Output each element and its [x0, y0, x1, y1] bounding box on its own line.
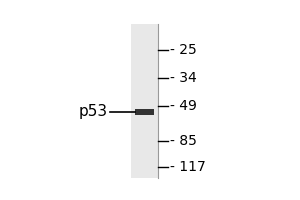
Text: - 85: - 85 [170, 134, 197, 148]
Text: - 117: - 117 [170, 160, 206, 174]
Text: - 25: - 25 [170, 43, 197, 57]
Bar [130, 24, 158, 178]
Text: - 34: - 34 [170, 71, 197, 85]
Text: p53: p53 [78, 104, 107, 119]
Bar [135, 109, 154, 115]
Text: - 49: - 49 [170, 99, 197, 113]
